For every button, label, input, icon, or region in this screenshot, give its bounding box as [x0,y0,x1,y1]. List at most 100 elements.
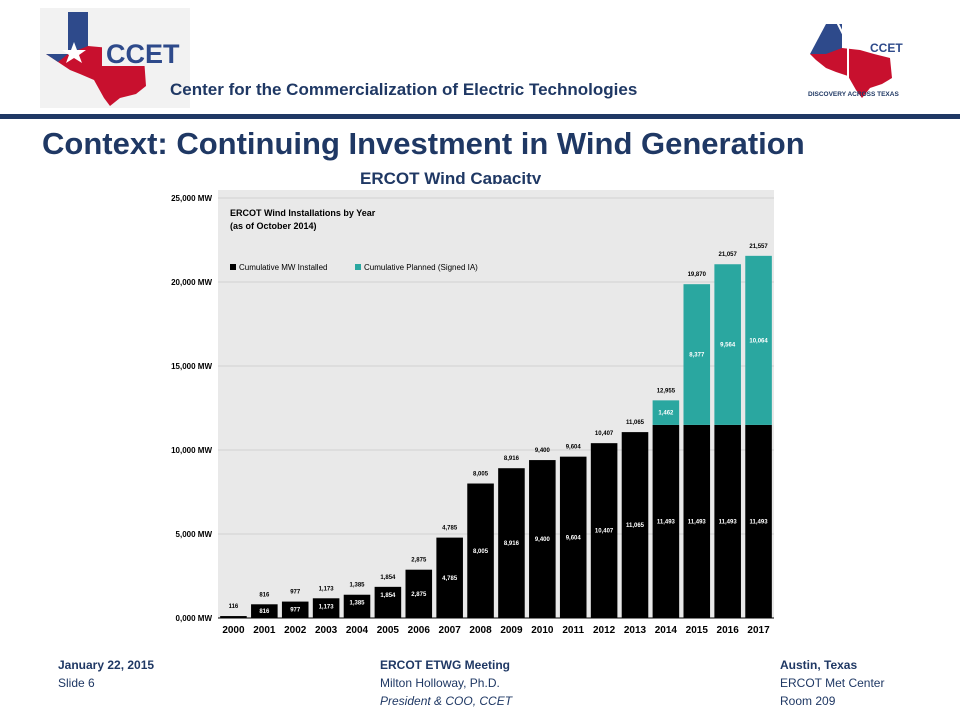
data-label-installed: 11,493 [719,519,738,525]
bar-installed [529,460,556,618]
data-label-total: 11,065 [626,420,645,426]
y-tick-label: 15,000 MW [171,362,212,371]
bar-planned [652,400,680,425]
footer-meeting: ERCOT ETWG Meeting [380,658,510,672]
x-tick-label: 2009 [500,625,523,636]
data-label-planned: 1,462 [658,411,674,417]
chart-title-date: (as of October 2014) [230,221,317,231]
data-label-installed: 11,493 [688,519,707,525]
data-label-installed: 11,493 [657,519,676,525]
data-label-total: 12,955 [657,388,676,394]
svg-text:DISCOVERY ACROSS TEXAS: DISCOVERY ACROSS TEXAS [808,91,899,98]
bar-installed [683,424,711,618]
data-label-total: 19,870 [688,272,707,278]
chart-subtitle: ERCOT Wind Capacity [360,169,542,184]
x-tick-label: 2011 [562,625,584,636]
data-label-total: 2,875 [411,558,427,564]
subtitle-clip: ERCOT Wind Capacity [360,168,620,184]
data-label-total: 8,005 [473,472,489,478]
x-tick-label: 2005 [377,625,400,636]
bar-planned [745,255,772,425]
header-rule [0,114,960,119]
ccet-logo: CCET [40,8,190,108]
data-label-installed: 2,875 [411,592,427,598]
y-tick-label: 25,000 MW [171,194,212,203]
data-label-total: 116 [229,604,239,610]
plot-area [218,190,774,618]
data-label-total: 21,057 [718,252,737,258]
legend-label-installed: Cumulative MW Installed [239,263,327,272]
x-tick-label: 2000 [222,625,245,636]
bar-planned [714,264,741,425]
x-tick-label: 2007 [439,625,462,636]
data-label-installed: 10,407 [595,529,614,535]
y-tick-label: 0,000 MW [176,614,213,623]
bar-installed [405,569,433,618]
bar-installed [467,483,494,618]
footer-right: Austin, Texas ERCOT Met Center Room 209 [780,656,884,710]
x-tick-label: 2010 [531,625,554,636]
x-tick-label: 2014 [655,625,678,636]
footer-left: January 22, 2015 Slide 6 [58,656,154,692]
bar-planned [683,284,711,425]
data-label-total: 977 [290,590,301,596]
footer-role: President & COO, CCET [380,694,513,708]
x-tick-label: 2008 [469,625,492,636]
bar-installed [220,616,247,618]
svg-text:CCET: CCET [106,39,180,69]
data-label-total: 8,916 [504,456,520,462]
x-tick-label: 2004 [346,625,369,636]
data-label-total: 4,785 [442,526,458,532]
data-label-installed: 1,854 [380,593,396,599]
x-tick-label: 2003 [315,625,338,636]
footer-city: Austin, Texas [780,658,858,672]
data-label-planned: 8,377 [689,353,705,359]
data-label-total: 21,557 [749,244,768,250]
x-tick-label: 2012 [593,625,616,636]
x-tick-label: 2015 [686,625,709,636]
x-tick-label: 2016 [717,625,740,636]
x-tick-label: 2002 [284,625,307,636]
data-label-planned: 10,064 [749,338,768,344]
chart-title: ERCOT Wind Installations by Year [230,208,376,218]
legend-label-planned: Cumulative Planned (Signed IA) [364,263,478,272]
svg-text:CCET: CCET [870,41,903,55]
data-label-installed: 9,604 [566,535,582,541]
data-label-planned: 9,564 [720,343,736,349]
bar-installed [745,424,772,618]
data-label-total: 816 [259,592,270,598]
center-name: Center for the Commercialization of Elec… [170,80,638,99]
data-label-total: 1,173 [319,586,335,592]
data-label-total: 1,854 [380,575,396,581]
y-tick-label: 20,000 MW [171,278,212,287]
bar-installed [343,594,371,618]
data-label-installed: 11,493 [750,519,769,525]
footer-presenter: Milton Holloway, Ph.D. [380,676,500,690]
y-tick-label: 5,000 MW [176,530,213,539]
data-label-installed: 1,385 [349,601,365,607]
bar-installed [281,601,309,618]
data-label-installed: 11,065 [626,523,645,529]
x-tick-label: 2001 [253,625,276,636]
footer-middle: ERCOT ETWG Meeting Milton Holloway, Ph.D… [380,656,512,710]
legend-swatch-planned [355,264,361,270]
data-label-installed: 9,400 [535,537,551,543]
data-label-total: 9,604 [566,445,582,451]
bar-installed [498,468,525,618]
data-label-total: 10,407 [595,431,614,437]
data-label-installed: 8,005 [473,549,489,555]
data-label-installed: 816 [259,609,270,615]
wind-capacity-chart: 116 816 816 977 977 1,173 1,173 1,385 1,385 1,854… [150,186,776,640]
bar-installed [251,604,278,618]
bar-installed [652,424,680,618]
data-label-installed: 8,916 [504,541,520,547]
discovery-across-texas-logo: CCET DISCOVERY ACROSS TEXAS [806,14,916,106]
legend-swatch-installed [230,264,236,270]
data-label-installed: 4,785 [442,576,458,582]
bar-installed [374,586,402,618]
footer-date: January 22, 2015 [58,658,155,672]
x-tick-label: 2013 [624,625,647,636]
x-tick-label: 2017 [747,625,770,636]
bar-installed [714,424,741,618]
footer-slide-number: Slide 6 [58,676,95,690]
